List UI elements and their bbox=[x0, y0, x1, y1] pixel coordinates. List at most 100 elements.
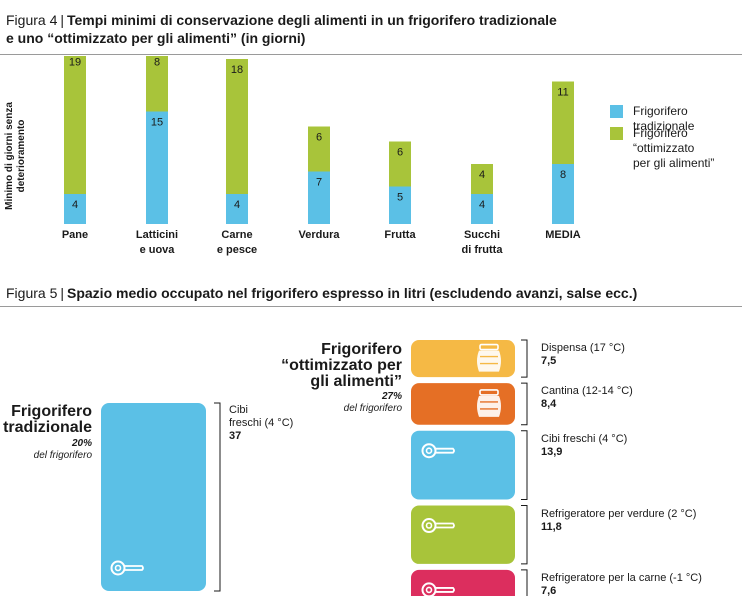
data-label-traditional-1: 15 bbox=[151, 117, 163, 129]
figure4-title-second: e uno “ottimizzato per gli alimenti” (in… bbox=[6, 29, 305, 47]
y-axis-label-line2: deterioramento bbox=[16, 120, 27, 193]
category-label-3: Verdura bbox=[299, 229, 341, 241]
jar-icon bbox=[477, 343, 501, 372]
fridge-traditional-title-line2: tradizionale bbox=[3, 419, 92, 436]
bar-optimized-1 bbox=[146, 56, 168, 112]
compartment-2 bbox=[411, 430, 515, 500]
bar-optimized-3 bbox=[308, 126, 330, 172]
category-label-1-line2: e uova bbox=[140, 244, 176, 256]
compartment-label-4: Refrigeratore per la carne (-1 °C) 7,6 bbox=[541, 572, 702, 598]
compartment-value-0: 7,5 bbox=[541, 355, 557, 367]
bar-traditional-0 bbox=[64, 194, 86, 224]
figure5-rule bbox=[0, 306, 742, 307]
category-label-2-line2: e pesce bbox=[217, 244, 257, 256]
legend-optimized: Frigorifero “ottimizzato per gli aliment… bbox=[610, 126, 714, 171]
bar-traditional-4 bbox=[389, 186, 411, 224]
figure4-rule bbox=[0, 54, 742, 55]
fridge-traditional-value: 37 bbox=[229, 430, 242, 442]
fridge-traditional-compartment-label: Cibi freschi (4 °C) 37 bbox=[229, 404, 293, 443]
compartment-name-1: Cantina (12-14 °C) bbox=[541, 385, 633, 398]
figure5-title: Figura 5 | Spazio medio occupato nel frigo… bbox=[6, 284, 637, 302]
fridge-optimized-percent-label: del frigorifero bbox=[343, 403, 402, 414]
fridge-traditional-label-line1: Cibi bbox=[229, 404, 248, 416]
data-label-optimized-5: 4 bbox=[479, 169, 485, 181]
legend-swatch-traditional bbox=[610, 105, 623, 118]
data-label-optimized-6: 11 bbox=[557, 87, 568, 99]
bar-optimized-6 bbox=[552, 81, 574, 164]
bar-optimized-4 bbox=[389, 141, 411, 187]
legend-label-optimized: Frigorifero “ottimizzato per gli aliment… bbox=[633, 126, 714, 171]
handle-icon bbox=[421, 582, 455, 596]
figure4-title-line2: e uno “ottimizzato per gli alimenti” (in… bbox=[6, 30, 306, 46]
compartment-value-4: 7,6 bbox=[541, 584, 557, 597]
fridge-traditional-percent: 20% del frigorifero bbox=[0, 438, 92, 462]
compartment-name-2: Cibi freschi (4 °C) bbox=[541, 432, 628, 445]
data-label-optimized-0: 19 bbox=[69, 57, 81, 69]
figure4-label: Figura 4 bbox=[6, 12, 58, 28]
category-label-5-line2: di frutta bbox=[462, 244, 504, 256]
bar-traditional-6 bbox=[552, 164, 574, 224]
category-label-4-line1: Frutta bbox=[384, 229, 416, 241]
compartment-label-2: Cibi freschi (4 °C) 13,9 bbox=[541, 433, 627, 459]
legend-traditional: Frigorifero tradizionale bbox=[610, 104, 750, 134]
bar-traditional-2 bbox=[226, 194, 248, 224]
fridge-traditional-bracket bbox=[214, 402, 221, 592]
compartment-label-3: Refrigeratore per verdure (2 °C) 11,8 bbox=[541, 508, 696, 534]
compartment-bracket-1 bbox=[521, 382, 528, 426]
bar-traditional-3 bbox=[308, 171, 330, 224]
category-label-6: MEDIA bbox=[545, 229, 581, 241]
data-label-traditional-6: 8 bbox=[560, 169, 566, 181]
figure4-separator: | bbox=[60, 12, 64, 28]
figure4-title: Figura 4 | Tempi minimi di conservazione d… bbox=[6, 11, 557, 29]
category-label-2-line1: Carne bbox=[221, 229, 252, 241]
fridge-traditional-title: Frigorifero tradizionale bbox=[0, 404, 92, 436]
storage-days-chart: Minimo di giorni senzadeterioramento 4 19… bbox=[4, 56, 581, 256]
bar-traditional-1 bbox=[146, 111, 168, 224]
category-label-0: Pane bbox=[62, 229, 88, 241]
fridge-traditional-compartment bbox=[101, 403, 206, 591]
figure5-label: Figura 5 bbox=[6, 285, 58, 301]
fridge-traditional-title-line1: Frigorifero bbox=[11, 403, 92, 420]
bar-optimized-5 bbox=[471, 164, 493, 194]
data-label-optimized-1: 8 bbox=[154, 57, 160, 69]
category-label-2: Carne e pesce bbox=[217, 229, 257, 256]
legend-label-traditional: Frigorifero tradizionale bbox=[633, 104, 695, 133]
compartment-bracket-4 bbox=[521, 569, 528, 596]
y-axis-label-line1: Minimo di giorni senza bbox=[4, 102, 15, 210]
fridge-optimized-graphic bbox=[411, 339, 528, 596]
category-label-6-line1: MEDIA bbox=[545, 229, 581, 241]
legend-optimized-line2: “ottimizzato bbox=[633, 141, 695, 155]
category-label-0-line1: Pane bbox=[62, 229, 88, 241]
fridge-optimized-title: Frigorifero “ottimizzato per gli aliment… bbox=[250, 342, 402, 390]
compartment-3 bbox=[411, 505, 515, 564]
data-label-traditional-5: 4 bbox=[479, 199, 485, 211]
fridge-optimized-title-line3: gli alimenti” bbox=[310, 373, 402, 390]
fridge-optimized-title-line2: “ottimizzato per bbox=[281, 357, 402, 374]
bar-traditional-5 bbox=[471, 194, 493, 224]
compartment-value-3: 11,8 bbox=[541, 520, 562, 533]
compartment-label-0: Dispensa (17 °C) 7,5 bbox=[541, 342, 625, 368]
compartment-value-1: 8,4 bbox=[541, 398, 557, 411]
fridge-traditional-label-line2: freschi (4 °C) bbox=[229, 417, 294, 429]
compartment-bracket-2 bbox=[521, 430, 528, 501]
category-label-5-line1: Succhi bbox=[464, 229, 500, 241]
fridge-traditional-graphic bbox=[101, 402, 221, 592]
category-label-3-line1: Verdura bbox=[299, 229, 341, 241]
compartment-value-2: 13,9 bbox=[541, 445, 563, 458]
handle-icon bbox=[421, 518, 455, 534]
category-label-5: Succhi di frutta bbox=[462, 229, 504, 256]
figure4-title-line1: Tempi minimi di conservazione degli alim… bbox=[67, 12, 557, 28]
category-label-4: Frutta bbox=[384, 229, 416, 241]
category-label-1-line1: Latticini bbox=[136, 229, 178, 241]
figure5-separator: | bbox=[60, 285, 64, 301]
fridge-traditional-percent-label: del frigorifero bbox=[33, 450, 92, 461]
compartment-4 bbox=[411, 569, 515, 596]
data-label-optimized-2: 18 bbox=[231, 64, 243, 76]
compartment-name-0: Dispensa (17 °C) bbox=[541, 342, 625, 354]
bar-optimized-0 bbox=[64, 56, 86, 194]
figure5-title-text: Spazio medio occupato nel frigorifero es… bbox=[67, 285, 638, 301]
data-label-optimized-4: 6 bbox=[397, 147, 403, 159]
compartment-name-3: Refrigeratore per verdure (2 °C) bbox=[541, 507, 697, 520]
fridge-optimized-title-line1: Frigorifero bbox=[321, 341, 402, 358]
handle-icon bbox=[110, 560, 144, 576]
